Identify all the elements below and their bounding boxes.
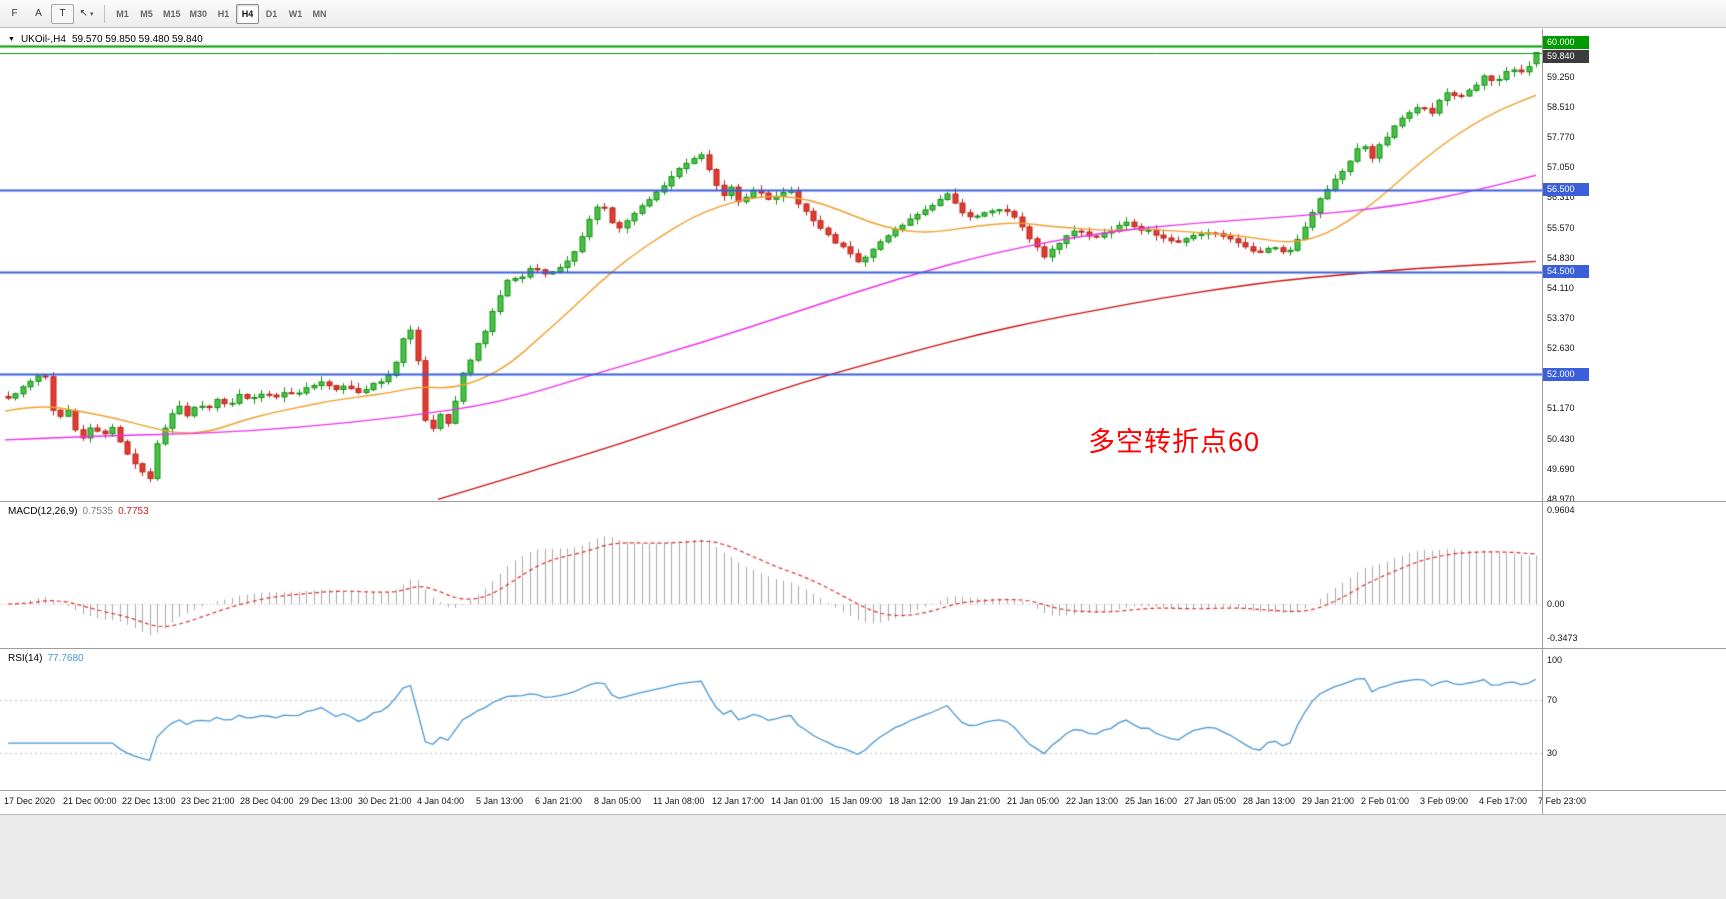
price-tick-label: 54.110 bbox=[1547, 282, 1574, 293]
time-label: 15 Jan 09:00 bbox=[830, 796, 883, 806]
macd-axis-label: 0.00 bbox=[1547, 599, 1565, 609]
time-label: 30 Dec 21:00 bbox=[358, 796, 412, 806]
price-tick-label: 58.510 bbox=[1547, 102, 1575, 113]
time-label: 19 Jan 21:00 bbox=[948, 796, 1001, 806]
symbol-title: UKOil-,H4 bbox=[20, 34, 66, 45]
time-label: 22 Jan 13:00 bbox=[1066, 796, 1119, 806]
text-tool-button[interactable]: A bbox=[35, 8, 42, 19]
price-tag-52.000: 52.000 bbox=[1543, 367, 1589, 381]
toolbar: F A T ↖ ▾ M1 M5 M15 M30 H1 H4 D1 W1 MN bbox=[0, 0, 1726, 28]
timeframe-w1-button[interactable]: W1 bbox=[288, 8, 303, 19]
timeframe-m30-button[interactable]: M30 bbox=[189, 8, 208, 19]
price-tick-label: 56.310 bbox=[1547, 192, 1575, 203]
timeframe-m5-button[interactable]: M5 bbox=[140, 8, 153, 19]
arrow-tool-button[interactable]: ↖ ▾ bbox=[79, 8, 94, 19]
time-label: 14 Jan 01:00 bbox=[771, 796, 824, 806]
macd-indicator-label: MACD(12,26,9) 0.7535 0.7753 bbox=[8, 506, 149, 517]
price-tick-label: 57.770 bbox=[1547, 132, 1575, 143]
timeframe-m1-button[interactable]: M1 bbox=[116, 8, 129, 19]
symbol-caret-icon: ▼ bbox=[8, 36, 15, 43]
price-tick-label: 52.630 bbox=[1547, 343, 1575, 354]
time-label: 27 Jan 05:00 bbox=[1184, 796, 1237, 806]
rsi-value: 77.7680 bbox=[47, 653, 84, 664]
rsi-axis-label: 30 bbox=[1547, 748, 1558, 758]
macd-main-value: 0.7535 bbox=[82, 506, 114, 517]
macd-axis-label: 0.9604 bbox=[1547, 504, 1575, 515]
price-tick-label: 57.050 bbox=[1547, 162, 1575, 173]
price-chart-canvas[interactable] bbox=[0, 30, 1542, 501]
price-tick-label: 53.370 bbox=[1547, 313, 1575, 323]
price-tick-label: 50.430 bbox=[1547, 433, 1575, 444]
macd-name: MACD(12,26,9) bbox=[8, 506, 78, 517]
rsi-panel-canvas[interactable] bbox=[0, 649, 1542, 790]
price-tag-59.840: 59.840 bbox=[1543, 50, 1589, 64]
rsi-indicator-label: RSI(14) 77.7680 bbox=[8, 653, 84, 664]
timeframe-mn-button[interactable]: MN bbox=[312, 8, 327, 19]
pointer-tool-button[interactable]: F bbox=[11, 8, 18, 19]
time-label: 28 Dec 04:00 bbox=[240, 796, 294, 806]
time-label: 8 Jan 05:00 bbox=[594, 796, 642, 806]
time-label: 29 Dec 13:00 bbox=[299, 796, 353, 806]
rsi-name: RSI(14) bbox=[8, 653, 43, 664]
time-label: 18 Jan 12:00 bbox=[889, 796, 942, 806]
price-tick-label: 48.970 bbox=[1547, 493, 1575, 504]
price-tick-label: 59.250 bbox=[1547, 71, 1575, 82]
rsi-axis-label: 100 bbox=[1547, 655, 1563, 666]
chart-header: ▼ UKOil-,H4 59.570 59.850 59.480 59.840 bbox=[8, 34, 203, 45]
time-label: 23 Dec 21:00 bbox=[181, 796, 235, 806]
time-label: 3 Feb 09:00 bbox=[1420, 796, 1469, 806]
time-label: 21 Dec 00:00 bbox=[63, 796, 117, 806]
time-label: 21 Jan 05:00 bbox=[1007, 796, 1060, 806]
drawing-tools: F A T ↖ ▾ bbox=[3, 3, 98, 24]
time-label: 28 Jan 13:00 bbox=[1243, 796, 1296, 806]
timeframe-d1-button[interactable]: D1 bbox=[265, 8, 278, 19]
panel-divider-macd[interactable] bbox=[0, 501, 1726, 502]
dropdown-caret-icon: ▾ bbox=[89, 10, 94, 18]
bottom-panel bbox=[0, 814, 1726, 899]
time-label: 22 Dec 13:00 bbox=[122, 796, 176, 806]
time-label: 25 Jan 16:00 bbox=[1125, 796, 1178, 806]
timeframe-group: M1 M5 M15 M30 H1 H4 D1 W1 MN bbox=[111, 3, 331, 24]
time-label: 4 Jan 04:00 bbox=[417, 796, 465, 806]
timeframe-m15-button[interactable]: M15 bbox=[163, 8, 181, 19]
text-label-tool-button[interactable]: T bbox=[51, 3, 74, 24]
time-label: 5 Jan 13:00 bbox=[476, 796, 524, 806]
time-label: 11 Jan 08:00 bbox=[653, 796, 705, 806]
time-label: 2 Feb 01:00 bbox=[1361, 796, 1410, 806]
macd-panel-canvas[interactable] bbox=[0, 502, 1542, 648]
time-label: 7 Feb 23:00 bbox=[1538, 796, 1587, 806]
rsi-axis-label: 70 bbox=[1547, 695, 1558, 705]
macd-axis-label: -0.3473 bbox=[1547, 633, 1578, 643]
chart-bottom-border bbox=[0, 790, 1726, 791]
price-tick-label: 54.830 bbox=[1547, 253, 1575, 264]
axis-separator bbox=[1542, 29, 1543, 814]
price-tick-label: 49.690 bbox=[1547, 463, 1575, 474]
macd-signal-value: 0.7753 bbox=[118, 506, 149, 517]
price-tag-56.500: 56.500 bbox=[1543, 183, 1589, 197]
chart-annotation-text: 多空转折点60 bbox=[1088, 427, 1261, 457]
time-label: 4 Feb 17:00 bbox=[1479, 796, 1528, 806]
toolbar-separator bbox=[104, 4, 105, 23]
price-tag-54.500: 54.500 bbox=[1543, 265, 1589, 279]
time-label: 12 Jan 17:00 bbox=[712, 796, 765, 806]
timeframe-h4-button[interactable]: H4 bbox=[236, 3, 260, 24]
timeframe-h1-button[interactable]: H1 bbox=[217, 8, 230, 19]
time-label: 29 Jan 21:00 bbox=[1302, 796, 1355, 806]
ohlc-values: 59.570 59.850 59.480 59.840 bbox=[71, 34, 203, 45]
price-tick-label: 55.570 bbox=[1547, 222, 1575, 233]
time-axis[interactable]: 17 Dec 2020 21 Dec 00:00 22 Dec 13:00 23 De… bbox=[0, 791, 1726, 814]
price-tick-label: 51.170 bbox=[1547, 403, 1575, 414]
panel-divider-rsi[interactable] bbox=[0, 648, 1726, 649]
time-label: 17 Dec 2020 bbox=[4, 796, 56, 806]
time-label: 6 Jan 21:00 bbox=[535, 796, 583, 806]
price-tag-60.000: 60.000 bbox=[1543, 35, 1589, 49]
